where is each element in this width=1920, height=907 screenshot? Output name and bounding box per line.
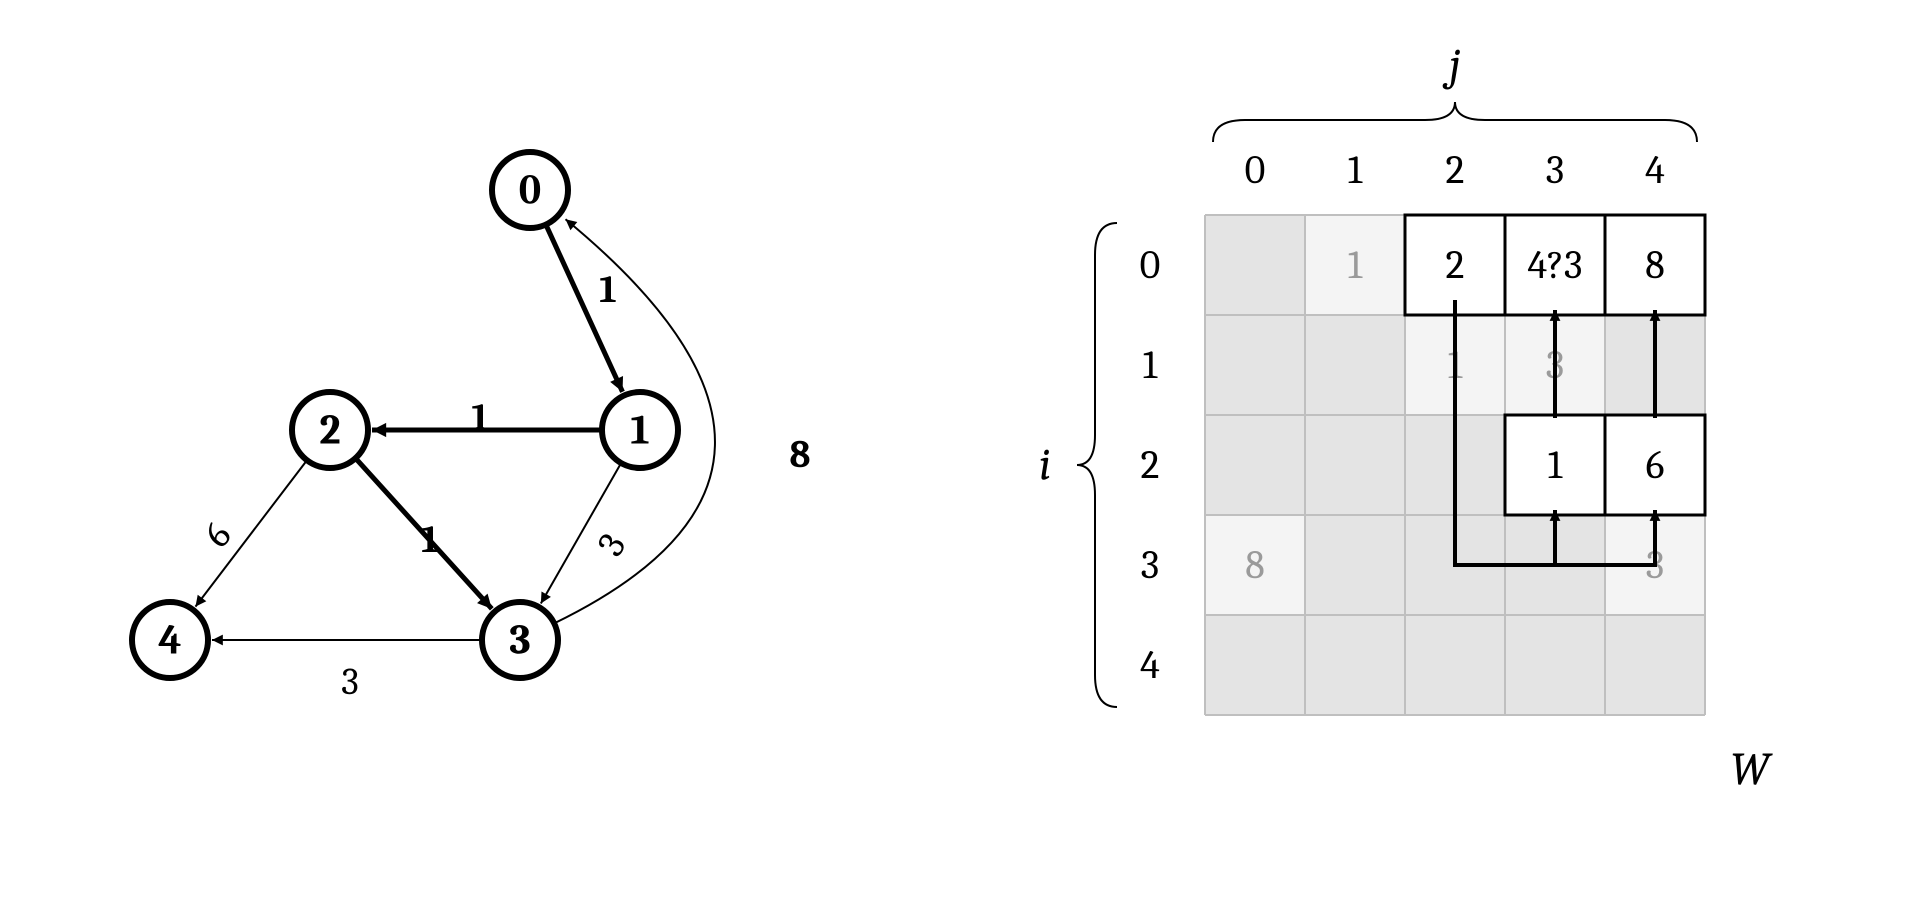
cell-4-3	[1505, 615, 1605, 715]
row-header-0: 0	[1140, 242, 1161, 288]
cell-text-3-0: 8	[1245, 542, 1264, 588]
cell-text-0-1: 1	[1348, 242, 1363, 288]
brace-top	[1213, 102, 1697, 142]
matrix-diagram: 124?381316830123401234jiW	[1039, 39, 1774, 797]
edge-label-1-3: 3	[589, 526, 636, 563]
row-header-4: 4	[1140, 642, 1160, 688]
brace-left	[1077, 223, 1117, 707]
cell-3-1	[1305, 515, 1405, 615]
cell-4-0	[1205, 615, 1305, 715]
cell-0-0	[1205, 215, 1305, 315]
edge-label-2-4: 6	[196, 514, 241, 557]
cell-text-0-3: 4?3	[1528, 242, 1583, 288]
label-i: i	[1039, 439, 1051, 492]
cell-text-2-3: 1	[1548, 442, 1563, 488]
col-header-1: 1	[1348, 147, 1363, 193]
edge-label-0-1: 1	[599, 268, 616, 312]
cell-4-1	[1305, 615, 1405, 715]
cell-4-2	[1405, 615, 1505, 715]
cell-text-0-4: 8	[1645, 242, 1664, 288]
node-label-4: 4	[158, 616, 181, 665]
edge-label-2-3: 1	[421, 518, 438, 562]
node-label-0: 0	[519, 166, 541, 215]
label-W: W	[1731, 744, 1774, 797]
graph-diagram: 1 1 1 6 3 3 8 0 1 2 3 4	[132, 152, 811, 704]
cell-2-0	[1205, 415, 1305, 515]
node-label-2: 2	[319, 406, 340, 455]
edge-label-3-0: 8	[789, 433, 810, 477]
cell-1-0	[1205, 315, 1305, 415]
col-header-2: 2	[1446, 147, 1465, 193]
row-header-1: 1	[1143, 342, 1158, 388]
col-header-4: 4	[1645, 147, 1665, 193]
row-header-3: 3	[1141, 542, 1159, 588]
cell-text-0-2: 2	[1446, 242, 1465, 288]
node-label-1: 1	[630, 406, 649, 455]
node-label-3: 3	[509, 616, 530, 665]
col-header-3: 3	[1546, 147, 1564, 193]
col-header-0: 0	[1245, 147, 1266, 193]
cell-1-1	[1305, 315, 1405, 415]
cell-text-2-4: 6	[1646, 442, 1665, 488]
label-j: j	[1442, 39, 1460, 92]
cell-2-1	[1305, 415, 1405, 515]
edge-label-1-2: 1	[471, 396, 488, 440]
edge-label-3-4: 3	[341, 660, 359, 704]
cell-4-4	[1605, 615, 1705, 715]
row-header-2: 2	[1141, 442, 1160, 488]
